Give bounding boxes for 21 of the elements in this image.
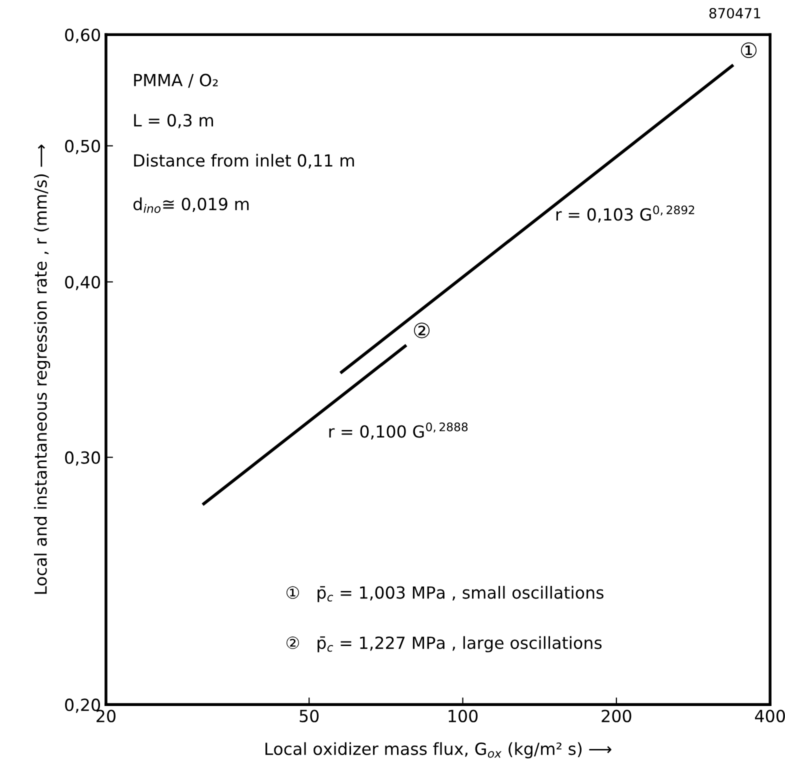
x-tick-label: 200 [602,710,632,722]
series-label: ① [740,42,757,58]
y-tick-label: 0,30 [65,451,100,466]
y-tick-label: 0,40 [65,276,100,290]
annotation: PMMA / O₂ [134,74,218,88]
text: 870471 [709,8,760,18]
y-axis-title: Local and instantaneous regression rate , r (mm/s) ⟶ [34,144,50,594]
annotation: ② p̄$_{c}$ = 1,227 MPa , large oscillations [286,636,602,652]
annotation: r = 0,103 G$^{0,2892}$ [556,205,694,222]
annotation: r = 0,100 G$^{0,2888}$ [329,422,468,440]
annotation: ① p̄$_{c}$ = 1,003 MPa , small oscillations [286,586,604,602]
x-tick-label: 100 [448,710,478,722]
series-label: ② [414,322,430,338]
x-axis-title: Local oxidizer mass flux, G$_{ox}$ (kg/m² s) ⟶ [266,742,612,758]
y-tick-label: 0,60 [65,28,100,43]
annotation: L = 0,3 m [134,114,214,128]
x-tick-label: 50 [300,710,319,722]
annotation: Distance from inlet 0,11 m [134,154,354,168]
x-tick-label: 400 [754,710,785,722]
annotation: d$_{ino}$≅ 0,019 m [133,197,249,213]
y-tick-label: 0,50 [65,140,100,154]
